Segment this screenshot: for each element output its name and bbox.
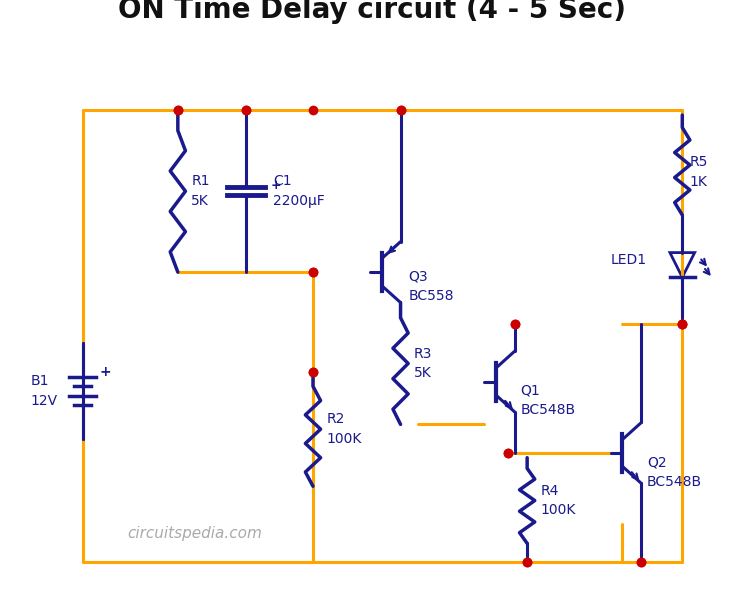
Text: LED1: LED1	[611, 253, 647, 267]
Text: +: +	[270, 179, 280, 192]
Text: R5
1K: R5 1K	[690, 156, 708, 189]
Text: Q3
BC558: Q3 BC558	[408, 270, 454, 303]
Text: R4
100K: R4 100K	[540, 484, 576, 517]
Text: Q2
BC548B: Q2 BC548B	[647, 455, 702, 489]
Text: +: +	[100, 365, 112, 379]
Text: C1
2200μF: C1 2200μF	[273, 174, 325, 208]
Text: B1
12V: B1 12V	[31, 375, 57, 408]
Text: circuitspedia.com: circuitspedia.com	[127, 526, 263, 541]
Text: R2
100K: R2 100K	[327, 412, 362, 446]
Text: R1
5K: R1 5K	[191, 174, 210, 208]
Text: ON Time Delay circuit (4 - 5 Sec): ON Time Delay circuit (4 - 5 Sec)	[118, 0, 626, 24]
Text: R3
5K: R3 5K	[414, 346, 432, 380]
Text: Q1
BC548B: Q1 BC548B	[521, 384, 576, 417]
